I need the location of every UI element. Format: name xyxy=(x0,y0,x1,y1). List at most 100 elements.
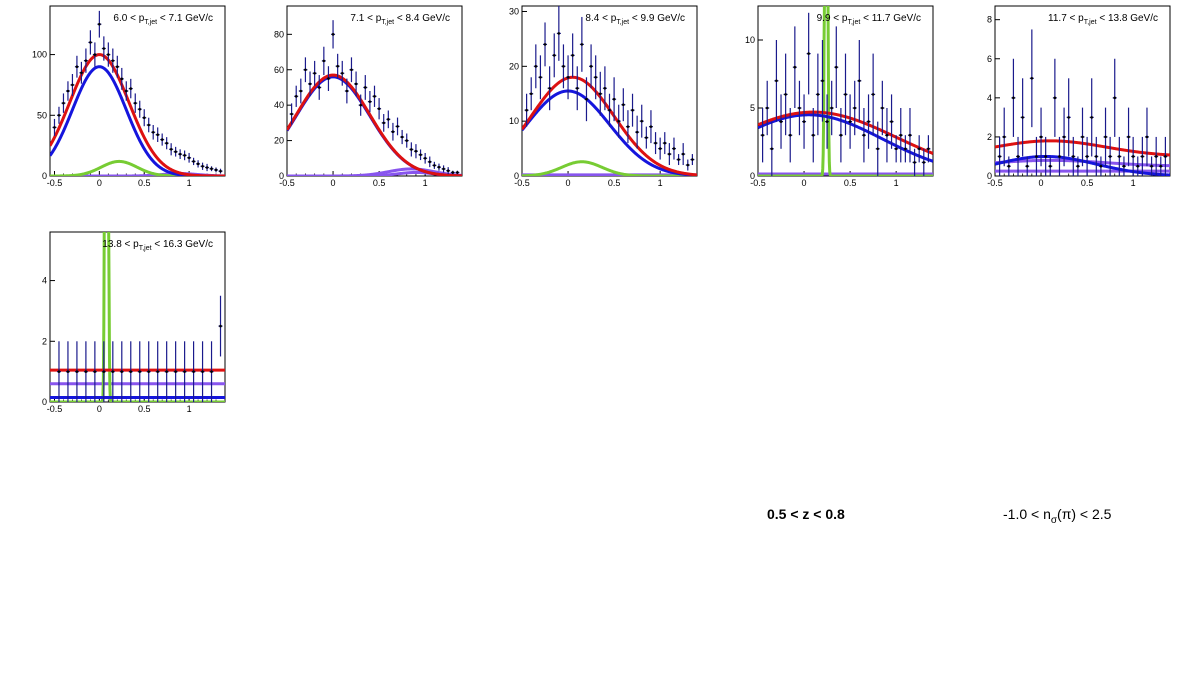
data-point xyxy=(313,71,316,75)
title-sub: T,jet xyxy=(1084,19,1097,26)
data-point xyxy=(885,133,889,137)
panel-title: 7.1 < pT,jet < 8.4 GeV/c xyxy=(350,13,450,26)
data-point xyxy=(1044,155,1047,158)
data-point xyxy=(825,120,829,123)
data-point xyxy=(658,147,662,150)
data-point xyxy=(788,133,792,137)
data-point xyxy=(1081,135,1084,139)
data-point xyxy=(913,161,916,164)
panel-title: 9.9 < pT,jet < 11.7 GeV/c xyxy=(817,13,921,26)
y-tick-label: 0 xyxy=(987,171,992,181)
data-point xyxy=(102,370,106,373)
data-point xyxy=(816,93,820,96)
y-tick-label: 100 xyxy=(32,50,47,60)
y-tick-label: 80 xyxy=(274,29,284,39)
data-point xyxy=(169,147,173,151)
data-point xyxy=(539,75,542,79)
data-point xyxy=(107,53,110,56)
data-point xyxy=(894,147,898,151)
data-point xyxy=(1007,164,1011,168)
title-post: < 8.4 GeV/c xyxy=(394,13,450,24)
y-tick-label: 0 xyxy=(279,171,284,181)
data-point xyxy=(129,87,133,90)
data-point xyxy=(308,82,312,86)
nsigma-pre: -1.0 < n xyxy=(1003,506,1051,522)
data-point xyxy=(571,54,574,57)
z-range-label: 0.5 < z < 0.8 xyxy=(767,506,845,522)
x-tick-label: 0 xyxy=(331,178,336,188)
data-point xyxy=(575,86,579,90)
data-point xyxy=(1090,116,1094,119)
data-point xyxy=(1164,155,1167,158)
data-point xyxy=(876,147,880,151)
data-point xyxy=(1039,135,1043,139)
data-point xyxy=(793,65,797,69)
data-point xyxy=(1095,155,1098,158)
data-point xyxy=(373,95,376,98)
title-post: < 11.7 GeV/c xyxy=(860,13,921,24)
data-point xyxy=(84,59,88,62)
data-point xyxy=(1076,164,1080,168)
data-point xyxy=(927,147,930,151)
data-point xyxy=(174,370,177,373)
data-point xyxy=(331,33,335,36)
fit-curve-green xyxy=(522,160,697,176)
plot-area xyxy=(522,6,697,176)
data-point xyxy=(580,43,584,46)
data-point xyxy=(534,65,538,68)
data-point xyxy=(686,163,690,167)
data-point xyxy=(1002,135,1006,139)
data-point xyxy=(1113,96,1117,100)
data-point xyxy=(111,59,115,62)
data-point xyxy=(196,162,200,166)
data-point xyxy=(299,89,303,93)
y-tick-label: 0 xyxy=(750,171,755,181)
data-point xyxy=(853,106,857,110)
data-point xyxy=(1159,164,1163,168)
data-point xyxy=(1053,96,1057,100)
x-tick-label: 0.5 xyxy=(844,178,857,188)
title-pre: 7.1 < p xyxy=(350,13,381,24)
fit-curve-violet xyxy=(287,167,462,176)
data-point xyxy=(304,68,307,72)
data-point xyxy=(677,158,680,161)
data-point xyxy=(156,133,159,137)
y-tick-label: 8 xyxy=(987,15,992,25)
data-point xyxy=(93,53,97,56)
plot-area xyxy=(995,29,1170,176)
data-point xyxy=(451,171,455,174)
data-point xyxy=(552,54,556,57)
data-point xyxy=(423,156,427,160)
data-point xyxy=(917,147,921,151)
data-point xyxy=(340,71,344,75)
data-point xyxy=(405,139,409,142)
y-tick-label: 0 xyxy=(514,171,519,181)
data-point xyxy=(548,86,551,90)
data-point xyxy=(908,133,912,137)
data-point xyxy=(66,370,70,373)
data-point xyxy=(1150,164,1153,168)
data-point xyxy=(844,93,847,96)
data-point xyxy=(761,133,764,137)
data-point xyxy=(98,22,101,26)
y-tick-label: 40 xyxy=(274,100,284,110)
title-sub: T,jet xyxy=(381,19,394,26)
data-point xyxy=(608,108,611,112)
plot-area xyxy=(50,10,225,176)
data-point xyxy=(612,97,616,101)
data-point xyxy=(1035,155,1038,158)
data-point xyxy=(183,154,186,157)
data-point xyxy=(998,155,1001,158)
data-point xyxy=(589,65,593,68)
data-point xyxy=(336,64,339,68)
data-point xyxy=(1030,76,1034,80)
data-point xyxy=(654,141,657,145)
data-point xyxy=(147,370,151,373)
data-point xyxy=(201,164,204,168)
title-post: < 7.1 GeV/c xyxy=(157,13,213,24)
title-pre: 6.0 < p xyxy=(113,13,144,24)
